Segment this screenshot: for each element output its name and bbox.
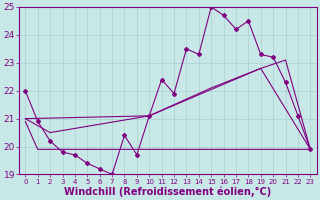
X-axis label: Windchill (Refroidissement éolien,°C): Windchill (Refroidissement éolien,°C)	[64, 186, 271, 197]
